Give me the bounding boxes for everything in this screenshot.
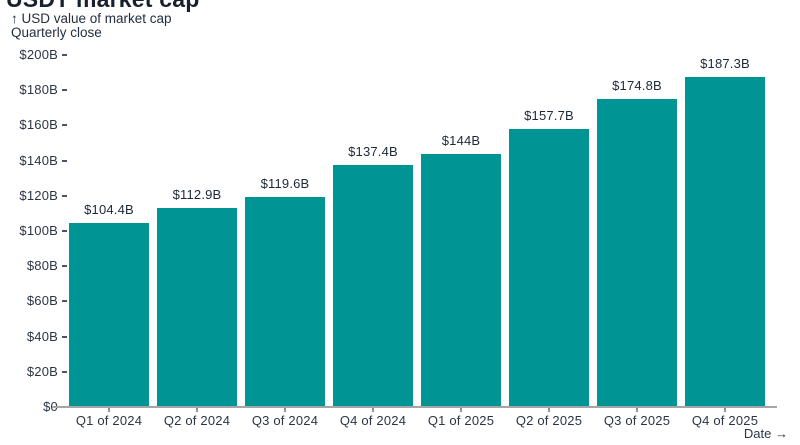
y-axis-description: ↑ USD value of market cap [11,11,172,26]
x-tick-mark [196,407,198,412]
chart-subtitle-line2: Quarterly close [11,25,102,40]
x-tick-label: Q1 of 2024 [75,413,143,428]
y-tick-label: $180B [19,82,58,98]
y-tick-label: $100B [19,223,58,238]
y-tick-label: $40B [26,328,58,344]
y-tick-mark [62,230,67,232]
y-tick-mark [62,265,67,268]
bar-value-label: $137.4B [348,144,398,160]
y-tick-mark [62,300,67,303]
bar-q1-of-2025 [421,153,501,407]
y-tick-label: $140B [19,152,58,168]
y-tick-label: $160B [19,117,58,133]
y-tick-label: $120B [19,187,58,203]
bar-q3-of-2024 [245,196,325,407]
y-tick-mark [62,124,67,127]
x-tick-label: Q4 of 2025 [691,413,759,428]
x-tick-label: Q1 of 2025 [427,413,495,428]
y-tick-mark [62,370,67,373]
x-tick-mark [372,407,374,412]
x-tick-mark [724,407,726,412]
y-tick-label: $20B [26,363,58,379]
x-tick-label: Q3 of 2024 [251,413,319,428]
x-tick-mark [108,407,110,412]
x-tick-mark [284,407,286,412]
x-tick-label: Q2 of 2024 [163,413,231,428]
y-tick-mark [62,159,67,162]
bar-q3-of-2025 [597,99,677,407]
bar-value-label: $112.9B [172,187,222,203]
y-tick-label: $80B [26,258,58,274]
y-tick-mark [62,54,67,56]
bar-value-label: $119.6B [260,175,310,191]
y-tick-mark [62,89,67,92]
bar-value-label: $144B [441,132,481,148]
bar-value-label: $187.3B [700,56,750,72]
y-tick-mark [62,194,67,197]
bar-value-label: $104.4B [84,202,134,218]
chart-title: USDT market cap [6,0,199,13]
x-tick-label: Q2 of 2025 [515,413,583,428]
x-tick-mark [548,407,550,412]
x-axis-title: Date → [743,426,788,441]
bar-value-label: $174.8B [612,78,662,94]
x-tick-mark [460,407,462,412]
x-tick-label: Q3 of 2025 [603,413,671,428]
y-tick-mark [62,335,67,338]
y-tick-label: $0 [43,399,58,414]
x-axis-line [52,406,777,408]
x-tick-mark [636,407,638,412]
y-tick-label: $200B [19,47,58,62]
x-tick-label: Q4 of 2024 [339,413,407,428]
y-tick-label: $60B [26,293,58,309]
bar-q4-of-2025 [685,77,765,407]
bar-q4-of-2024 [333,165,413,407]
bar-value-label: $157.7B [524,108,574,124]
bar-q2-of-2024 [157,208,237,407]
chart-subtitle: ↑ USD value of market cap Quarterly clos… [11,12,172,40]
bar-q1-of-2024 [69,223,149,407]
bar-q2-of-2025 [509,129,589,407]
